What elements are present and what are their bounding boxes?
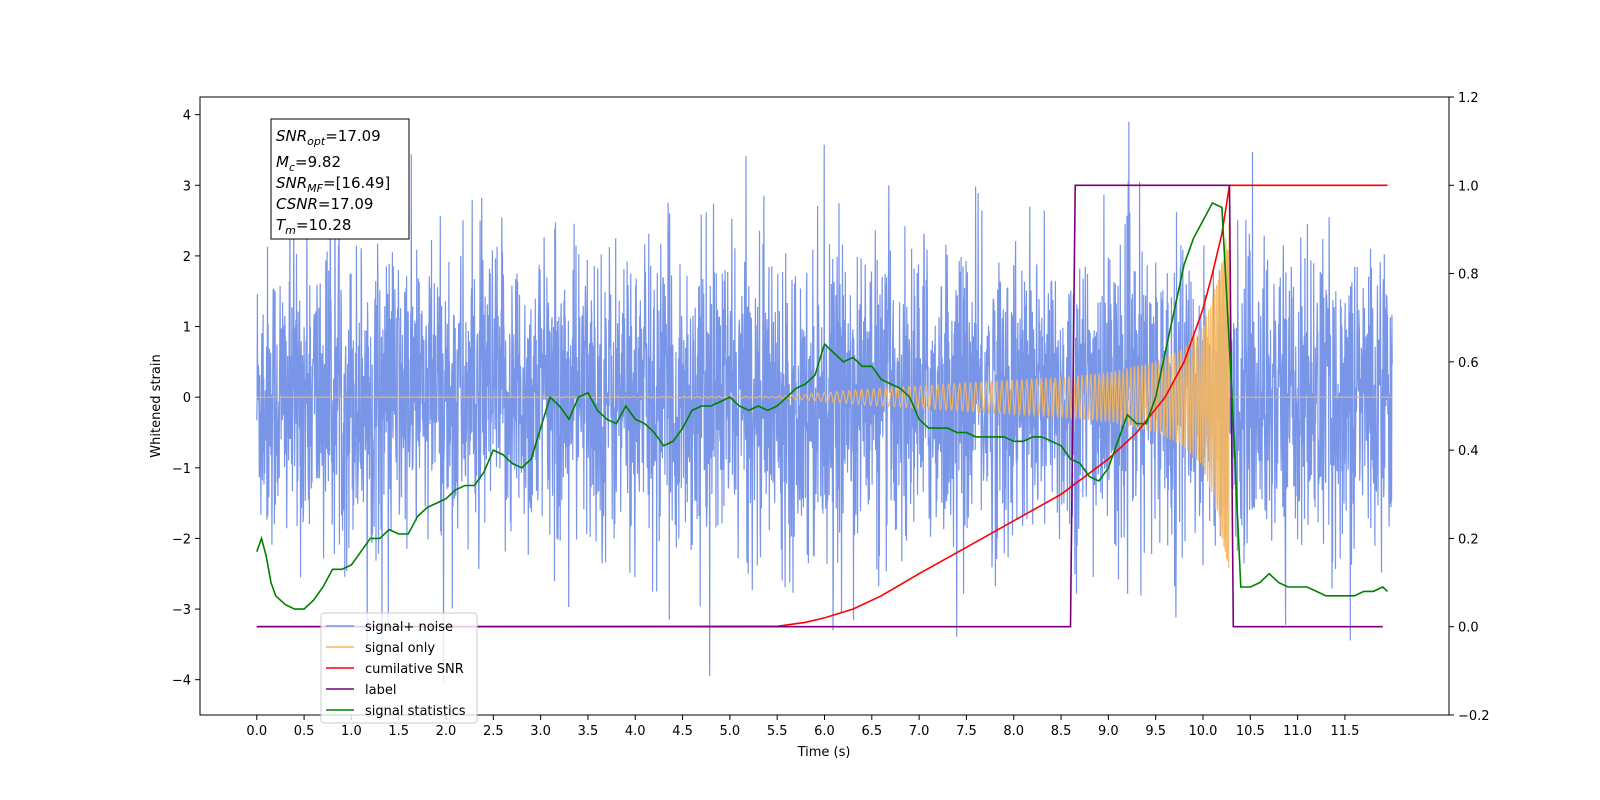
x-tick-label: 2.0 <box>436 724 457 739</box>
info-snr-opt: SNRopt=17.09 <box>276 127 381 148</box>
info-snr-mf-value: =[16.49] <box>323 174 390 192</box>
y-right-tick-label: 1.2 <box>1458 91 1479 106</box>
series-signal-line <box>256 222 1393 568</box>
x-tick-label: 6.0 <box>814 724 835 739</box>
info-tm-base: T <box>276 216 287 234</box>
y-tick-label: 3 <box>183 179 191 194</box>
x-tick-label: 2.5 <box>483 724 504 739</box>
y-tick-label: −3 <box>172 603 191 618</box>
y-right-tick-label: −0.2 <box>1458 709 1490 724</box>
x-tick-label: 11.0 <box>1283 724 1312 739</box>
x-tick-label: 9.5 <box>1145 724 1166 739</box>
y-tick-label: −1 <box>172 462 191 477</box>
info-tm-sub: m <box>285 224 296 237</box>
y-tick-label: 0 <box>183 391 191 406</box>
x-tick-label: 8.0 <box>1003 724 1024 739</box>
y-right-tick-label: 0.8 <box>1458 268 1479 283</box>
y-tick-label: 2 <box>183 250 191 265</box>
y-right-tick-label: 1.0 <box>1458 179 1479 194</box>
series-stats-line <box>256 201 1389 610</box>
y-axis-label: Whitened strain <box>149 354 164 457</box>
legend-label-stats: signal statistics <box>365 704 466 719</box>
y-tick-label: −2 <box>172 532 191 547</box>
info-snr-mf-base: SNR <box>276 174 307 192</box>
info-snr-opt-base: SNR <box>276 127 307 145</box>
legend-label-noise: signal+ noise <box>365 620 453 635</box>
y-tick-label: −4 <box>172 674 191 689</box>
x-tick-label: 10.5 <box>1236 724 1265 739</box>
y-tick-label: 1 <box>183 321 191 336</box>
x-tick-label: 10.0 <box>1189 724 1218 739</box>
info-snr-opt-value: =17.09 <box>325 127 381 145</box>
info-tm: Tm=10.28 <box>276 216 351 237</box>
y-right-tick-label: 0.2 <box>1458 532 1479 547</box>
series-noise-line <box>256 121 1393 684</box>
legend-frame <box>320 612 478 724</box>
info-mc: Mc=9.82 <box>276 153 341 174</box>
legend-label-cumsnr: cumilative SNR <box>365 662 464 677</box>
x-tick-label: 3.5 <box>578 724 599 739</box>
x-tick-label: 3.0 <box>530 724 551 739</box>
x-tick-label: 8.5 <box>1051 724 1072 739</box>
y-right-tick-label: 0.0 <box>1458 621 1479 636</box>
x-tick-label: 5.5 <box>767 724 788 739</box>
x-tick-label: 4.0 <box>625 724 646 739</box>
y-axis-left: 4 3 2 1 0 −1 −2 −3 −4 <box>172 109 200 689</box>
y-right-tick-label: 0.4 <box>1458 444 1479 459</box>
legend: signal+ noise signal only cumilative SNR… <box>320 612 478 724</box>
info-snr-mf-sub: MF <box>307 182 323 195</box>
info-mc-sub: c <box>289 161 295 174</box>
x-tick-label: 1.5 <box>388 724 409 739</box>
x-tick-label: 5.0 <box>720 724 741 739</box>
x-tick-label: 7.5 <box>956 724 977 739</box>
y-axis-right: 1.2 1.0 0.8 0.6 0.4 0.2 0.0 −0.2 <box>1449 91 1490 724</box>
info-csnr-value: =17.09 <box>318 195 374 213</box>
x-tick-label: 7.0 <box>909 724 930 739</box>
series-cumsnr-line <box>256 184 1388 628</box>
info-csnr: CSNR=17.09 <box>276 195 373 213</box>
x-tick-label: 11.5 <box>1330 724 1359 739</box>
info-snr-opt-sub: opt <box>307 135 326 148</box>
info-tm-value: =10.28 <box>296 216 352 234</box>
series-layer <box>256 121 1393 684</box>
info-mc-value: =9.82 <box>295 153 341 171</box>
x-tick-label: 4.5 <box>672 724 693 739</box>
x-axis-label: Time (s) <box>797 745 851 760</box>
x-tick-label: 9.0 <box>1098 724 1119 739</box>
info-csnr-base: CSNR <box>276 195 318 213</box>
legend-label-label: label <box>365 683 396 698</box>
x-axis: 0.0 0.5 1.0 1.5 2.0 2.5 3.0 3.5 4.0 4.5 5.0 5.5 6.0 6… <box>246 715 1359 739</box>
info-box: SNRopt=17.09 Mc=9.82 SNRMF=[16.49] CSNR=… <box>270 118 410 240</box>
y-tick-label: 4 <box>183 109 191 124</box>
y-right-tick-label: 0.6 <box>1458 356 1479 371</box>
info-mc-base: M <box>276 153 289 171</box>
x-tick-label: 0.0 <box>246 724 267 739</box>
x-tick-label: 1.0 <box>341 724 362 739</box>
x-tick-label: 0.5 <box>294 724 315 739</box>
info-box-frame <box>270 118 410 240</box>
series-label-line <box>256 184 1383 628</box>
x-tick-label: 6.5 <box>861 724 882 739</box>
info-snr-mf: SNRMF=[16.49] <box>276 174 390 195</box>
legend-label-signal: signal only <box>365 641 435 656</box>
